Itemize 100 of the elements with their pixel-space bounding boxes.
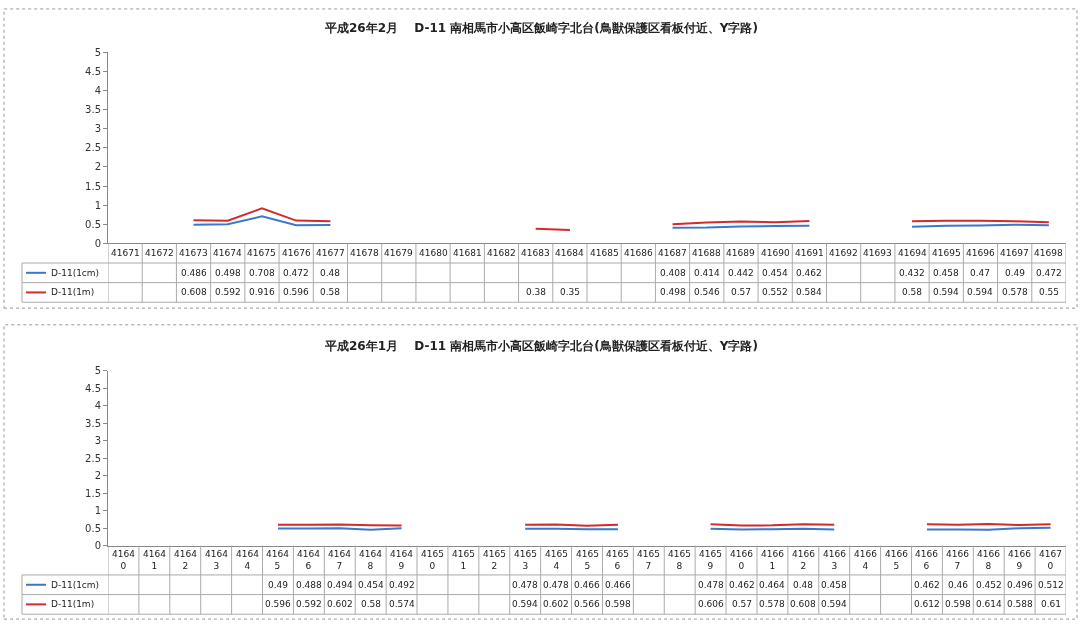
y-tick-label: 3.5 — [85, 103, 101, 115]
data-label: 0.602 — [543, 599, 569, 609]
chart-title: 平成26年2月 D-11 南相馬市小高区飯崎字北台(鳥獣保護区看板付近、Y字路) — [324, 21, 758, 35]
x-tick-label: 41659 — [699, 549, 722, 571]
legend-label: D-11(1cm) — [51, 580, 100, 590]
x-tick-label: 41650 — [421, 549, 444, 571]
x-tick-label: 41654 — [545, 549, 568, 571]
data-label: 0.49 — [1005, 268, 1026, 278]
data-label: 0.466 — [605, 580, 632, 590]
x-tick-label: 41646 — [297, 549, 321, 571]
data-label: 0.708 — [249, 268, 276, 278]
data-label: 0.454 — [762, 268, 789, 278]
data-label: 0.452 — [976, 580, 1002, 590]
data-label: 0.462 — [914, 580, 940, 590]
data-label: 0.35 — [560, 287, 581, 297]
x-tick-label: 41666 — [915, 549, 939, 571]
data-label: 0.594 — [933, 287, 960, 297]
data-label: 0.49 — [268, 580, 289, 590]
x-tick-label: 41674 — [213, 248, 242, 258]
x-tick-label: 41662 — [792, 549, 816, 571]
x-tick-label: 41653 — [514, 549, 537, 571]
x-tick-label: 41655 — [576, 549, 599, 571]
x-tick-label: 41684 — [555, 248, 584, 258]
x-tick-label: 41682 — [487, 248, 516, 258]
data-label: 0.592 — [296, 599, 322, 609]
x-tick-label: 41675 — [247, 248, 276, 258]
data-label: 0.462 — [729, 580, 755, 590]
x-tick-label: 41641 — [143, 549, 167, 571]
x-tick-label: 41671 — [111, 248, 140, 258]
y-tick-label: 1.5 — [85, 487, 101, 499]
x-tick-label: 41667 — [946, 549, 970, 571]
data-label: 0.46 — [948, 580, 969, 590]
y-tick-label: 1.5 — [85, 180, 101, 192]
data-label: 0.466 — [574, 580, 601, 590]
x-tick-label: 41688 — [692, 248, 721, 258]
y-tick-label: 3 — [94, 435, 101, 447]
legend-label: D-11(1m) — [51, 287, 95, 297]
y-tick-label: 0.5 — [85, 522, 101, 534]
x-tick-label: 41689 — [726, 248, 755, 258]
x-tick-label: 41658 — [668, 549, 691, 571]
x-tick-label: 41668 — [977, 549, 1001, 571]
data-label: 0.612 — [914, 599, 940, 609]
data-label: 0.598 — [945, 599, 972, 609]
data-label: 0.486 — [181, 268, 208, 278]
x-tick-label: 41680 — [419, 248, 448, 258]
data-label: 0.496 — [1007, 580, 1034, 590]
data-label: 0.494 — [327, 580, 354, 590]
x-tick-label: 41661 — [761, 549, 785, 571]
data-label: 0.614 — [976, 599, 1003, 609]
data-label: 0.498 — [215, 268, 242, 278]
x-tick-label: 41696 — [966, 248, 995, 258]
data-label: 0.472 — [283, 268, 309, 278]
y-tick-label: 4 — [94, 400, 101, 412]
data-label: 0.458 — [933, 268, 960, 278]
x-tick-label: 41645 — [266, 549, 290, 571]
data-label: 0.414 — [694, 268, 721, 278]
x-tick-label: 41679 — [384, 248, 413, 258]
data-label: 0.442 — [728, 268, 754, 278]
data-label: 0.584 — [796, 287, 823, 297]
x-tick-label: 41676 — [282, 248, 311, 258]
data-label: 0.462 — [796, 268, 822, 278]
x-tick-label: 41691 — [795, 248, 824, 258]
y-tick-label: 4.5 — [85, 65, 101, 77]
x-tick-label: 41673 — [179, 248, 208, 258]
data-label: 0.602 — [327, 599, 353, 609]
y-tick-label: 1 — [94, 199, 101, 211]
y-tick-label: 4.5 — [85, 382, 101, 394]
data-label: 0.58 — [320, 287, 341, 297]
data-label: 0.47 — [970, 268, 991, 278]
y-tick-label: 2.5 — [85, 452, 101, 464]
x-tick-label: 41648 — [359, 549, 383, 571]
y-tick-label: 3 — [94, 123, 101, 135]
x-tick-label: 41685 — [590, 248, 619, 258]
y-tick-label: 2 — [94, 470, 101, 482]
y-tick-label: 4 — [94, 84, 101, 96]
x-tick-label: 41669 — [1008, 549, 1032, 571]
x-tick-label: 41660 — [730, 549, 754, 571]
data-label: 0.48 — [793, 580, 814, 590]
data-label: 0.594 — [512, 599, 539, 609]
x-tick-label: 41686 — [624, 248, 653, 258]
data-label: 0.464 — [759, 580, 786, 590]
data-label: 0.596 — [283, 287, 310, 297]
y-tick-label: 5 — [94, 365, 101, 377]
data-label: 0.606 — [698, 599, 725, 609]
y-tick-label: 1 — [94, 505, 101, 517]
data-label: 0.546 — [694, 287, 721, 297]
y-tick-label: 3.5 — [85, 417, 101, 429]
data-label: 0.588 — [1007, 599, 1034, 609]
x-tick-label: 41683 — [521, 248, 550, 258]
x-tick-label: 41664 — [854, 549, 878, 571]
x-tick-label: 41678 — [350, 248, 379, 258]
data-label: 0.478 — [698, 580, 725, 590]
y-tick-label: 2.5 — [85, 142, 101, 154]
data-label: 0.594 — [967, 287, 994, 297]
x-tick-label: 41647 — [328, 549, 352, 571]
data-label: 0.408 — [660, 268, 687, 278]
y-tick-label: 5 — [94, 46, 101, 58]
x-tick-label: 41643 — [205, 549, 229, 571]
x-tick-label: 41663 — [823, 549, 847, 571]
x-tick-label: 41651 — [452, 549, 475, 571]
